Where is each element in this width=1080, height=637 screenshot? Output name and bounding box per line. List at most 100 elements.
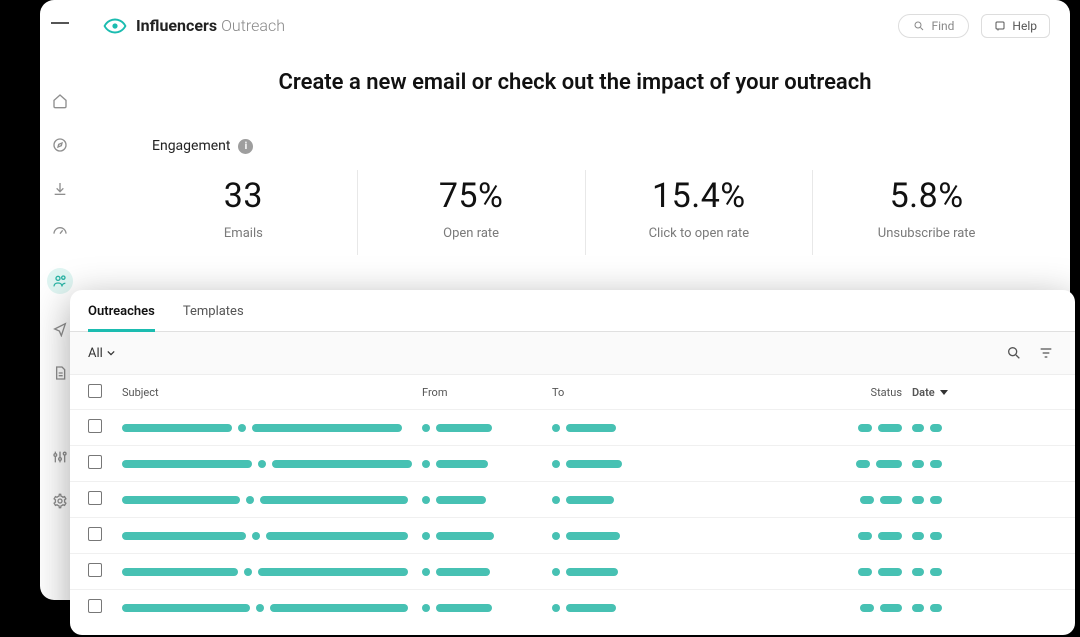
search-icon[interactable] — [1003, 342, 1025, 364]
gear-icon[interactable] — [51, 492, 69, 510]
placeholder-bar — [270, 604, 408, 612]
placeholder-bar — [860, 496, 874, 504]
placeholder-bar — [552, 604, 560, 612]
table-row[interactable] — [70, 481, 1075, 517]
logo-icon — [102, 17, 128, 35]
brand-sub: Outreach — [221, 16, 285, 35]
placeholder-bar — [912, 568, 924, 576]
select-all-checkbox[interactable] — [88, 384, 102, 398]
col-subject[interactable]: Subject — [122, 386, 422, 399]
people-icon[interactable] — [47, 268, 73, 294]
placeholder-bar — [436, 460, 488, 468]
placeholder-bar — [856, 460, 870, 468]
row-checkbox[interactable] — [88, 455, 102, 469]
table-row[interactable] — [70, 553, 1075, 589]
row-checkbox[interactable] — [88, 491, 102, 505]
stat-open-rate: 75% Open rate — [357, 170, 585, 255]
engagement-label-row: Engagement i — [152, 138, 253, 154]
placeholder-bar — [122, 496, 240, 504]
sort-desc-icon — [939, 387, 949, 397]
row-checkbox[interactable] — [88, 527, 102, 541]
placeholder-bar — [858, 424, 872, 432]
tab-templates[interactable]: Templates — [183, 304, 244, 331]
placeholder-bar — [422, 532, 430, 540]
placeholder-bar — [566, 568, 618, 576]
placeholder-bar — [422, 568, 430, 576]
placeholder-bar — [122, 604, 250, 612]
placeholder-bar — [422, 496, 430, 504]
share-icon[interactable] — [51, 320, 69, 338]
sort-icon[interactable] — [1035, 342, 1057, 364]
filter-all-label: All — [88, 346, 103, 361]
placeholder-bar — [566, 532, 620, 540]
placeholder-bar — [878, 532, 902, 540]
doc-icon[interactable] — [51, 364, 69, 382]
placeholder-bar — [436, 496, 486, 504]
placeholder-bar — [858, 532, 872, 540]
placeholder-bar — [252, 424, 402, 432]
placeholder-bar — [256, 604, 264, 612]
col-date-label: Date — [912, 386, 935, 399]
sliders-icon[interactable] — [51, 448, 69, 466]
filter-all-dropdown[interactable]: All — [88, 346, 115, 361]
filter-bar: All — [70, 332, 1075, 375]
placeholder-bar — [252, 532, 260, 540]
stat-value: 5.8% — [823, 176, 1030, 216]
help-label: Help — [1012, 19, 1037, 33]
tab-bar: Outreaches Templates — [70, 290, 1075, 332]
col-to[interactable]: To — [552, 386, 812, 399]
placeholder-bar — [122, 460, 252, 468]
placeholder-bar — [422, 604, 430, 612]
table-row[interactable] — [70, 589, 1075, 625]
placeholder-bar — [552, 424, 560, 432]
placeholder-bar — [912, 424, 924, 432]
stat-unsub-rate: 5.8% Unsubscribe rate — [812, 170, 1040, 255]
table-row[interactable] — [70, 409, 1075, 445]
col-date[interactable]: Date — [912, 386, 992, 399]
stat-label: Open rate — [368, 226, 575, 241]
table-row[interactable] — [70, 445, 1075, 481]
placeholder-bar — [566, 496, 614, 504]
placeholder-bar — [912, 604, 924, 612]
outreach-panel: Outreaches Templates All Subject From To… — [70, 290, 1075, 635]
row-checkbox[interactable] — [88, 563, 102, 577]
placeholder-bar — [876, 460, 902, 468]
placeholder-bar — [912, 532, 924, 540]
placeholder-bar — [880, 496, 902, 504]
placeholder-bar — [552, 496, 560, 504]
placeholder-bar — [566, 424, 616, 432]
placeholder-bar — [422, 424, 430, 432]
placeholder-bar — [436, 424, 492, 432]
home-icon[interactable] — [51, 92, 69, 110]
menu-icon[interactable] — [51, 14, 69, 32]
tab-outreaches[interactable]: Outreaches — [88, 304, 155, 332]
placeholder-bar — [930, 532, 942, 540]
row-checkbox[interactable] — [88, 419, 102, 433]
table-row[interactable] — [70, 517, 1075, 553]
placeholder-bar — [912, 496, 924, 504]
placeholder-bar — [436, 604, 492, 612]
table-header: Subject From To Status Date — [70, 375, 1075, 409]
placeholder-bar — [878, 424, 902, 432]
placeholder-bar — [422, 460, 430, 468]
find-button[interactable]: Find — [898, 14, 969, 38]
placeholder-bar — [860, 604, 874, 612]
engagement-label: Engagement — [152, 138, 230, 154]
placeholder-bar — [930, 424, 942, 432]
find-label: Find — [931, 19, 954, 33]
col-from[interactable]: From — [422, 386, 552, 399]
placeholder-bar — [930, 496, 942, 504]
download-icon[interactable] — [51, 180, 69, 198]
row-checkbox[interactable] — [88, 599, 102, 613]
stat-label: Unsubscribe rate — [823, 226, 1030, 241]
app-header: Influencers Outreach Find Help — [80, 0, 1070, 52]
placeholder-bar — [930, 604, 942, 612]
placeholder-bar — [436, 532, 494, 540]
compass-icon[interactable] — [51, 136, 69, 154]
placeholder-bar — [566, 460, 622, 468]
gauge-icon[interactable] — [51, 224, 69, 242]
info-icon[interactable]: i — [238, 139, 253, 154]
placeholder-bar — [244, 568, 252, 576]
col-status[interactable]: Status — [812, 386, 912, 399]
help-button[interactable]: Help — [981, 14, 1050, 38]
